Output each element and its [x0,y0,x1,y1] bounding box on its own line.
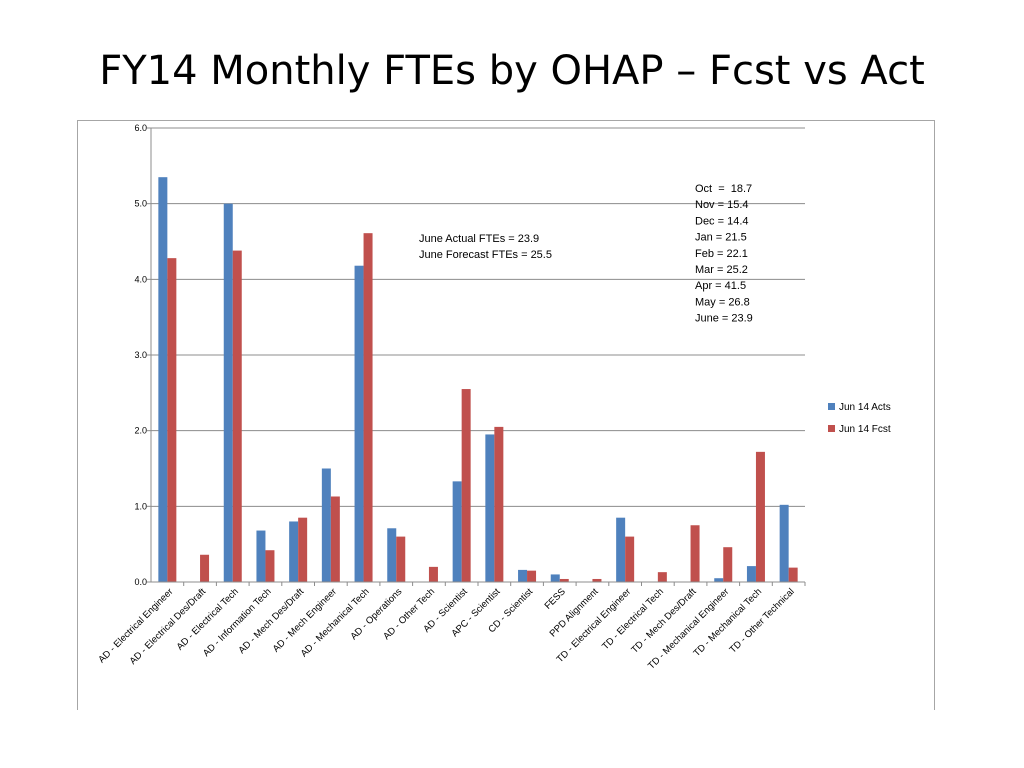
bar-fcst [265,550,275,582]
bar-acts [550,574,560,582]
y-tick-label: 4.0 [134,274,147,284]
bar-chart: 0.0 1.0 2.0 3.0 4.0 5.0 6.0 AD - Electrical En… [96,123,891,672]
monthly-total-note: Apr = 41.5 [695,280,746,292]
bar-fcst [330,496,340,582]
monthly-total-note: Dec = 14.4 [695,215,749,227]
monthly-total-note: May = 26.8 [695,296,750,308]
bar-fcst [200,554,210,582]
legend-swatch-acts [828,403,835,410]
bar-fcst [755,451,765,582]
bar-fcst [592,578,602,582]
bar-fcst [494,426,504,582]
y-tick-label: 6.0 [134,123,147,133]
bar-fcst [167,258,177,582]
bar-acts [779,504,789,582]
bar-fcst [461,389,471,582]
y-tick-label: 5.0 [134,199,147,209]
chart-frame: 0.0 1.0 2.0 3.0 4.0 5.0 6.0 AD - Electrical En… [77,120,935,710]
monthly-total-note: Feb = 22.1 [695,248,748,260]
category-label: TD - Electrical Tech [600,586,666,652]
bar-fcst [559,578,569,582]
bar-fcst [428,566,438,582]
annotations: June Actual FTEs = 23.9 June Forecast FTE… [419,183,753,325]
y-tick-label: 1.0 [134,501,147,511]
bar-acts [256,530,266,582]
monthly-total-note: June = 23.9 [695,313,753,325]
june-total-note: June Forecast FTEs = 25.5 [419,249,552,261]
bar-acts [158,177,168,582]
bar-acts [616,517,626,582]
bar-acts [714,578,724,582]
category-label: FESS [543,586,568,611]
legend-label-fcst: Jun 14 Fcst [839,424,891,435]
bar-acts [452,481,462,582]
category-label: AD - Electrical Tech [175,586,241,652]
monthly-total-note: Nov = 15.4 [695,199,749,211]
bar-acts [354,265,364,582]
bar-fcst [690,525,700,582]
bar-fcst [396,536,406,582]
bar-acts [518,569,528,582]
monthly-total-note: Oct = 18.7 [695,183,752,195]
bar-fcst [657,572,667,582]
bar-acts [289,521,299,582]
legend: Jun 14 Acts Jun 14 Fcst [828,402,891,435]
bar-fcst [298,517,308,582]
bar-acts [485,434,495,582]
monthly-total-note: Jan = 21.5 [695,232,747,244]
legend-label-acts: Jun 14 Acts [839,402,891,413]
category-label: TD - Other Technical [728,586,797,655]
slide-title: FY14 Monthly FTEs by OHAP – Fcst vs Act [99,48,925,94]
bar-fcst [363,233,373,582]
bar-acts [387,528,397,582]
bar-fcst [527,570,537,582]
bar-acts [321,468,331,582]
bar-fcst [625,536,635,582]
bars [158,177,798,582]
bar-fcst [788,567,798,582]
monthly-total-note: Mar = 25.2 [695,264,748,276]
june-total-note: June Actual FTEs = 23.9 [419,233,539,245]
y-tick-labels: 0.0 1.0 2.0 3.0 4.0 5.0 6.0 [134,123,147,587]
bar-acts [746,566,756,582]
legend-swatch-fcst [828,425,835,432]
y-tick-label: 2.0 [134,426,147,436]
y-tick-label: 3.0 [134,350,147,360]
y-tick-label: 0.0 [134,577,147,587]
bar-fcst [232,250,242,582]
bar-acts [223,203,233,582]
axes [147,127,806,586]
bar-fcst [723,547,733,582]
gridlines [151,127,805,507]
